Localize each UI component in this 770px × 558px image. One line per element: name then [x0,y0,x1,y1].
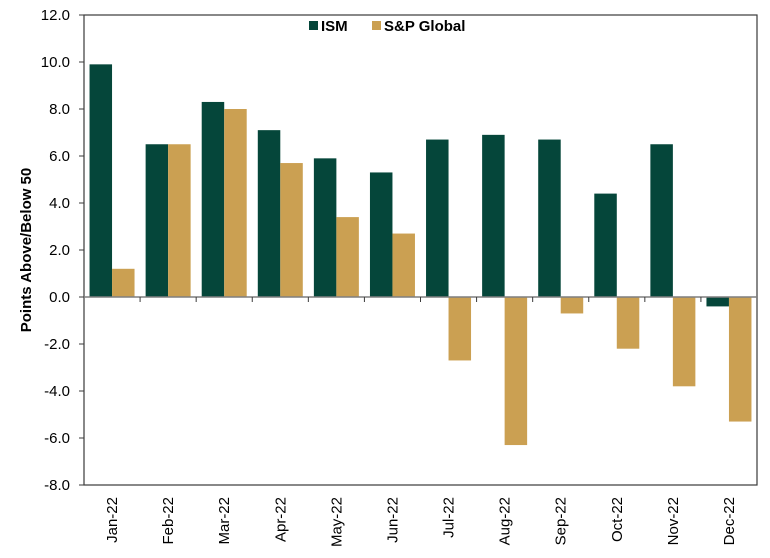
x-tick-label: Oct-22 [609,497,626,542]
x-tick-label: Jun-22 [384,497,401,543]
y-tick-labels: 12.0 10.0 8.0 6.0 4.0 2.0 0.0 -2.0 -4.0 -6.0 -8.0 [41,7,70,494]
bar-ism-oct-22 [594,193,617,297]
bar-ism-may-22 [313,158,337,297]
x-tick-label: Feb-22 [160,497,177,545]
y-tick-label: -4.0 [44,383,70,400]
bar-ism-nov-22 [650,144,673,297]
bar-s-p-global-feb-22 [168,144,191,297]
bar-s-p-global-sep-22 [560,297,584,314]
x-tick-label: Mar-22 [216,497,233,545]
bar-s-p-global-nov-22 [672,297,696,387]
y-tick-label: -2.0 [44,336,70,353]
bar-s-p-global-jan-22 [112,268,135,297]
x-tick-label: Dec-22 [721,497,738,545]
x-tick-label: Sep-22 [553,497,570,545]
y-tick-label: -8.0 [44,477,70,494]
x-tick-label: May-22 [328,497,345,547]
x-tick-label: Jan-22 [104,497,121,543]
bar-ism-mar-22 [201,101,225,297]
bar-s-p-global-oct-22 [616,297,640,349]
bars-group [89,64,752,446]
bar-s-p-global-aug-22 [504,297,528,446]
bar-ism-jan-22 [89,64,113,297]
bar-ism-dec-22 [706,297,729,307]
legend-swatch-s-p-global [372,21,381,30]
y-tick-label: 8.0 [49,101,70,118]
x-tick-label: Apr-22 [272,497,289,542]
axes-group [79,14,758,486]
bar-ism-jun-22 [369,172,393,297]
legend: ISM S&P Global [309,18,465,35]
y-tick-label: 10.0 [41,54,70,71]
bar-s-p-global-apr-22 [280,163,303,297]
bar-s-p-global-dec-22 [728,297,752,422]
bar-ism-jul-22 [426,139,449,297]
bar-s-p-global-mar-22 [224,109,247,297]
y-tick-label: 12.0 [41,7,70,24]
bar-s-p-global-may-22 [336,217,359,297]
y-tick-label: 2.0 [49,242,70,259]
bar-ism-aug-22 [482,134,505,297]
y-tick-label: 4.0 [49,195,70,212]
x-tick-label: Aug-22 [497,497,514,545]
y-tick-label: 6.0 [49,148,70,165]
legend-label-s-p-global: S&P Global [384,18,465,35]
y-tick-label: -6.0 [44,430,70,447]
bar-s-p-global-jun-22 [392,233,415,297]
legend-label-ism: ISM [321,18,348,35]
legend-swatch-ism [309,21,318,30]
y-axis-title: Points Above/Below 50 [18,168,35,332]
bar-s-p-global-jul-22 [448,297,472,361]
x-tick-labels: Jan-22 Feb-22 Mar-22 Apr-22 May-22 Jun-22 Jul-… [104,497,738,547]
x-tick-label: Nov-22 [665,497,682,545]
bar-ism-sep-22 [538,139,561,297]
y-tick-label: 0.0 [49,289,70,306]
x-tick-label: Jul-22 [441,497,458,538]
bar-ism-apr-22 [257,130,281,297]
bar-ism-feb-22 [145,144,169,297]
